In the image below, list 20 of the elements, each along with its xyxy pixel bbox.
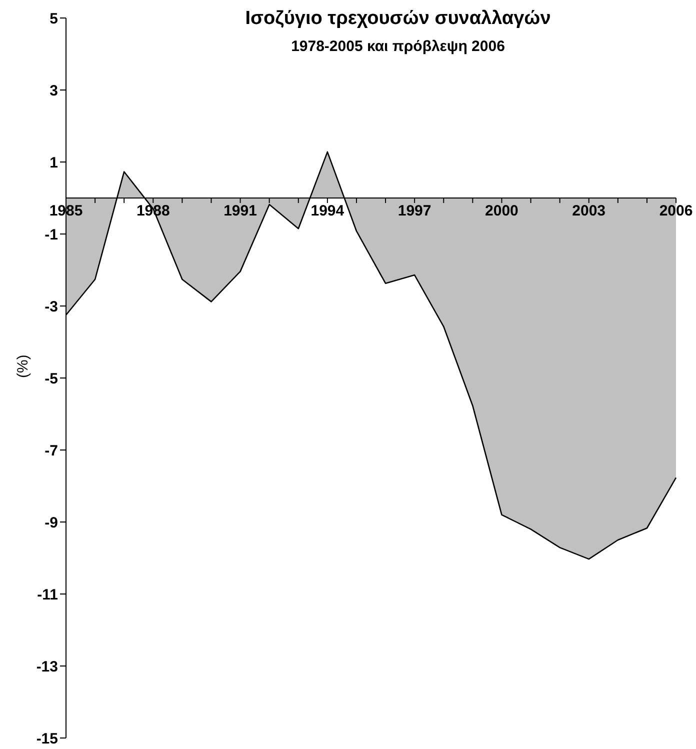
x-tick-label: 2003 [572,202,606,220]
x-tick-label: 1997 [398,202,432,220]
y-axis-title: (%) [14,354,32,378]
y-tick-label: 3 [50,82,58,100]
y-tick-label: -15 [36,730,58,748]
chart-title: Ισοζύγιο τρεχουσών συναλλαγών [244,8,552,30]
y-tick-label: -11 [37,586,58,604]
y-tick-label: -9 [44,514,58,532]
text: 1978-2005 και πρόβλεψη 2006 [290,37,506,57]
y-tick-label: -3 [44,298,58,316]
y-tick-label: -1 [44,226,58,244]
x-tick-label: 2000 [485,202,518,220]
x-tick-label: 1994 [310,202,345,220]
y-tick-label: -5 [44,370,58,388]
y-tick-label: 1 [50,154,58,172]
y-tick-label: -7 [44,442,58,460]
y-tick-label: -13 [36,658,58,676]
x-tick-label: 1991 [224,202,257,220]
x-tick-label: 2006 [659,202,693,220]
y-tick-label: 5 [50,10,58,28]
